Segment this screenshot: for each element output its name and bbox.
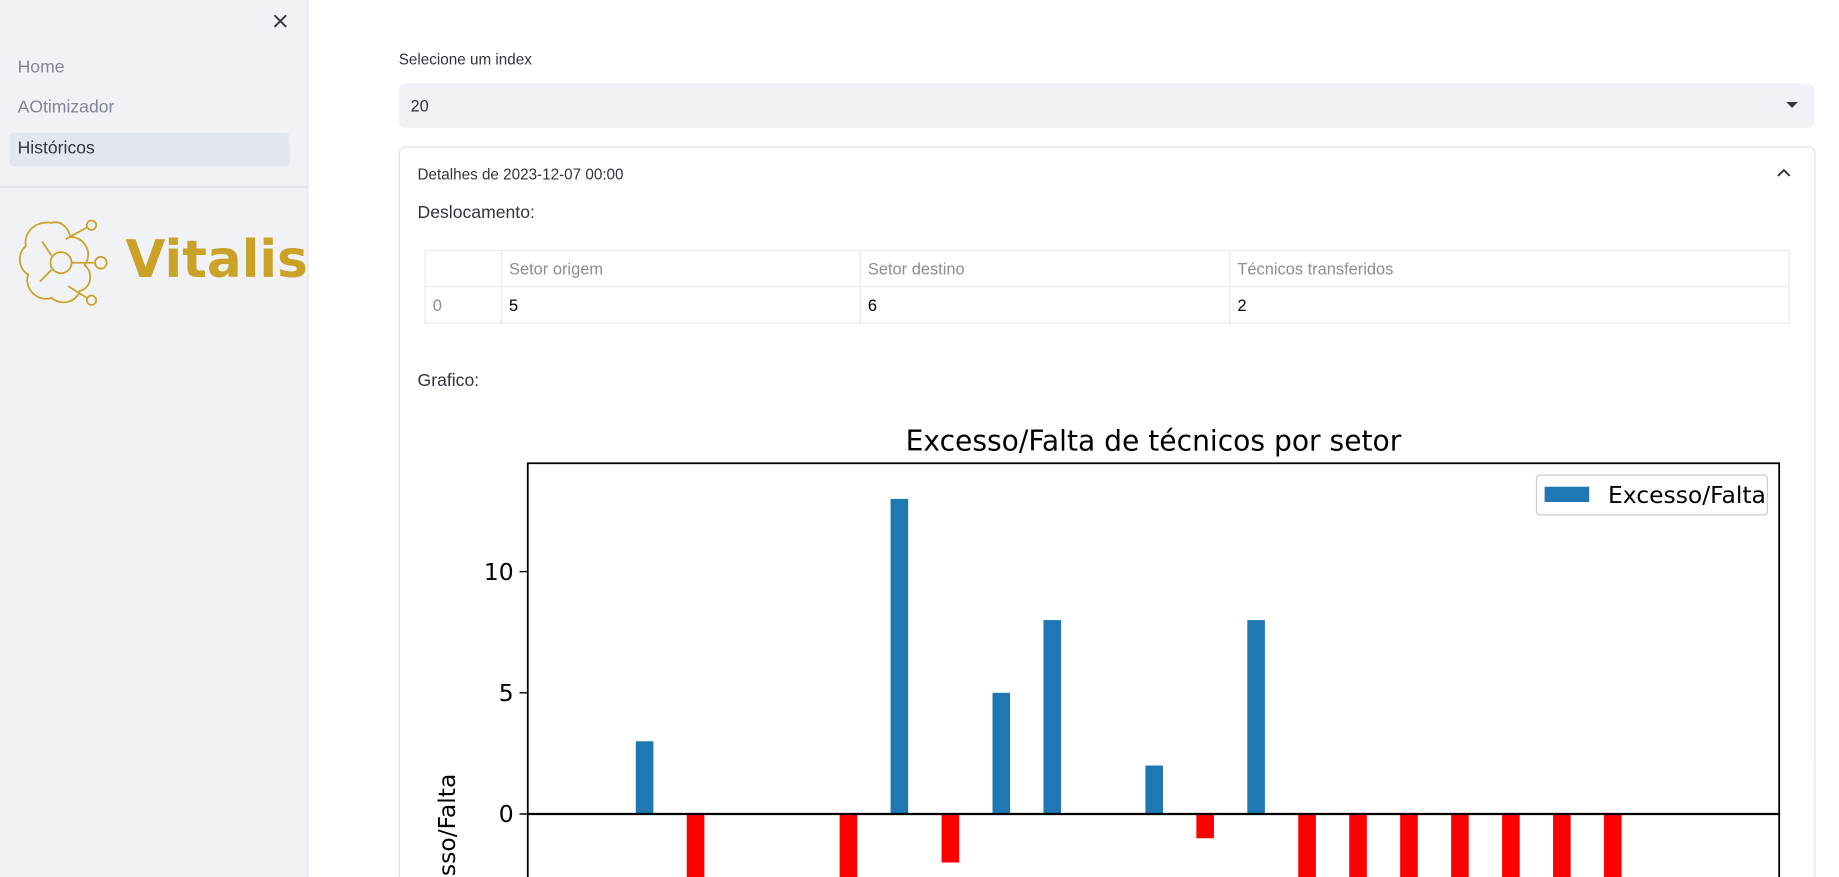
bar — [1043, 620, 1062, 815]
table-row: 0 5 6 2 — [424, 286, 1790, 324]
bar — [1604, 814, 1622, 877]
bar — [890, 498, 909, 815]
expander: Detalhes de 2023-12-07 00:00 Deslocament… — [398, 146, 1816, 877]
select-label: Selecione um index — [398, 50, 532, 69]
chart-title: Excesso/Falta de técnicos por setor — [906, 424, 1402, 457]
data-table: Setor origem Setor destino Técnicos tran… — [424, 249, 1790, 324]
bar — [992, 692, 1011, 815]
bar — [1553, 814, 1571, 877]
plot-frame — [526, 462, 1781, 877]
y-tick-label: 5 — [499, 679, 514, 707]
nav-home[interactable]: Home — [17, 57, 65, 78]
close-button[interactable] — [271, 12, 290, 31]
bar — [1502, 814, 1520, 877]
bar — [1451, 814, 1469, 877]
section-label: Deslocamento: — [417, 202, 535, 223]
dropdown-arrow — [1786, 102, 1798, 108]
bar — [1400, 814, 1418, 877]
bar — [1298, 814, 1316, 877]
logo-text: Vitalis — [125, 229, 308, 290]
nav-aotimizador[interactable]: AOtimizador — [17, 97, 115, 118]
bar — [635, 741, 654, 815]
nav-active-bg — [9, 132, 290, 167]
select-box[interactable]: 20 — [398, 83, 1815, 128]
bar — [1145, 765, 1163, 815]
bar — [1247, 620, 1265, 815]
logo-icon — [19, 219, 108, 306]
section-label: Grafico: — [417, 370, 480, 391]
divider — [0, 186, 308, 188]
y-tick-label: 0 — [499, 800, 514, 828]
y-tick-label: 10 — [484, 558, 514, 586]
table-header: Setor origem Setor destino Técnicos tran… — [424, 249, 1790, 288]
sidebar: Home AOtimizador Históricos Vitalis — [0, 0, 309, 877]
bar — [941, 814, 960, 863]
legend-label: Excesso/Falta — [1608, 481, 1766, 509]
expander-title[interactable]: Detalhes de 2023-12-07 00:00 — [417, 165, 624, 183]
nav-historicos[interactable]: Históricos — [17, 138, 95, 159]
bar — [839, 814, 858, 877]
table-cell: 2 — [1229, 286, 1790, 324]
legend-box — [1535, 474, 1769, 516]
bar — [686, 814, 705, 877]
y-axis-label: Excesso/Falta — [433, 774, 461, 877]
select-value: 20 — [410, 96, 429, 115]
row-index: 0 — [424, 286, 502, 324]
legend-swatch — [1544, 486, 1590, 502]
bar — [1349, 814, 1367, 877]
bar — [1196, 814, 1214, 839]
column-header: Técnicos transferidos — [1229, 249, 1790, 288]
table-cell: 5 — [500, 286, 861, 324]
table-cell: 6 — [859, 286, 1231, 324]
collapse-chevron[interactable] — [1777, 168, 1791, 177]
column-header: Setor destino — [859, 249, 1231, 288]
